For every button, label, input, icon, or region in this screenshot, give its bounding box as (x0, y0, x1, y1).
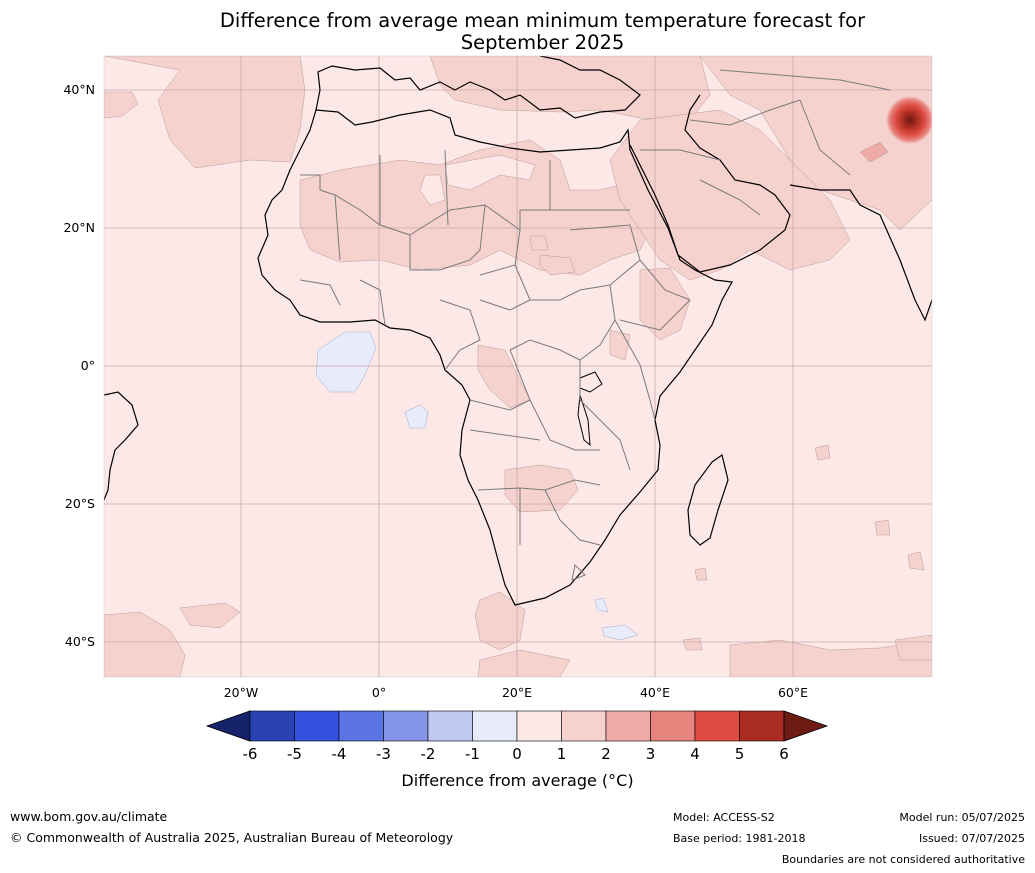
lat-label-40s: 40°S (65, 634, 95, 649)
arabia-coastline (629, 94, 791, 273)
map-frame (103, 55, 933, 678)
lake-tanganyika (577, 394, 591, 447)
colorbar-segment (739, 710, 785, 742)
map-title-line2: September 2025 (460, 31, 625, 54)
country-borders (299, 69, 891, 581)
madagascar (687, 454, 729, 546)
longitude-labels: 20°W 0° 20°E 40°E 60°E (224, 685, 808, 700)
lat-label-40n: 40°N (63, 82, 95, 97)
colorbar-tick-label: 0 (512, 745, 522, 763)
colorbar-segment (427, 710, 473, 742)
colorbar-tick-label: 5 (735, 745, 745, 763)
colorbar-tick-label: 1 (557, 745, 567, 763)
colorbar-label: Difference from average (°C) (401, 771, 634, 790)
colorbar-tick-labels: -6 -5 -4 -3 -2 -1 0 1 2 3 4 5 6 (243, 745, 789, 763)
lat-label-0: 0° (81, 358, 95, 373)
colorbar-tick-label: -3 (376, 745, 391, 763)
colorbar-tick-label: 2 (601, 745, 611, 763)
lon-label-40e: 40°E (640, 685, 670, 700)
africa-coastline (257, 109, 733, 606)
colorbar (205, 710, 829, 742)
boundaries-disclaimer: Boundaries are not considered authoritat… (781, 853, 1025, 866)
latitude-labels: 40°N 20°N 0° 20°S 40°S (63, 82, 95, 649)
colorbar-segment (338, 710, 384, 742)
south-america-coast (104, 391, 139, 501)
colorbar-segment (249, 710, 295, 742)
base-period: Base period: 1981-2018 (673, 832, 806, 845)
warm-anomaly-hotspot (886, 96, 932, 144)
colorbar-tick-label: 4 (690, 745, 700, 763)
colorbar-segment (650, 710, 696, 742)
colorbar-tick-label: -1 (465, 745, 480, 763)
model-run-date: Model run: 05/07/2025 (899, 811, 1025, 824)
colorbar-tick-label: -2 (421, 745, 436, 763)
anomaly-minus1-to-0-areas (315, 331, 639, 641)
colorbar-segment (516, 710, 562, 742)
lat-label-20s: 20°S (65, 496, 95, 511)
colorbar-tick-label: -5 (287, 745, 302, 763)
colorbar-extend-high (783, 710, 829, 742)
colorbar-extend-low (205, 710, 251, 742)
lon-label-0: 0° (372, 685, 386, 700)
colorbar-segment (472, 710, 518, 742)
website-link[interactable]: www.bom.gov.au/climate (10, 809, 168, 824)
colorbar-tick-label: -4 (332, 745, 347, 763)
colorbar-segment (605, 710, 651, 742)
lat-label-20n: 20°N (63, 220, 95, 235)
colorbar-segment (694, 710, 740, 742)
asia-coastline (789, 184, 932, 322)
colorbar-tick-label: -6 (243, 745, 258, 763)
map-title-line1: Difference from average mean minimum tem… (219, 9, 866, 32)
lon-label-20w: 20°W (224, 685, 259, 700)
anomaly-2-to-3-area (859, 141, 889, 163)
colorbar-tick-label: 3 (646, 745, 656, 763)
colorbar-tick-label: 6 (779, 745, 789, 763)
lon-label-60e: 60°E (778, 685, 808, 700)
anomaly-1-to-2-areas (104, 56, 932, 677)
copyright-text: © Commonwealth of Australia 2025, Austra… (10, 830, 454, 845)
colorbar-segment (294, 710, 340, 742)
colorbar-segment (561, 710, 607, 742)
issued-date: Issued: 07/07/2025 (918, 832, 1025, 845)
colorbar-segment (383, 710, 429, 742)
model-name: Model: ACCESS-S2 (673, 811, 775, 824)
map-title: Difference from average mean minimum tem… (130, 10, 955, 54)
europe-coastline (315, 56, 641, 119)
lon-label-20e: 20°E (502, 685, 532, 700)
